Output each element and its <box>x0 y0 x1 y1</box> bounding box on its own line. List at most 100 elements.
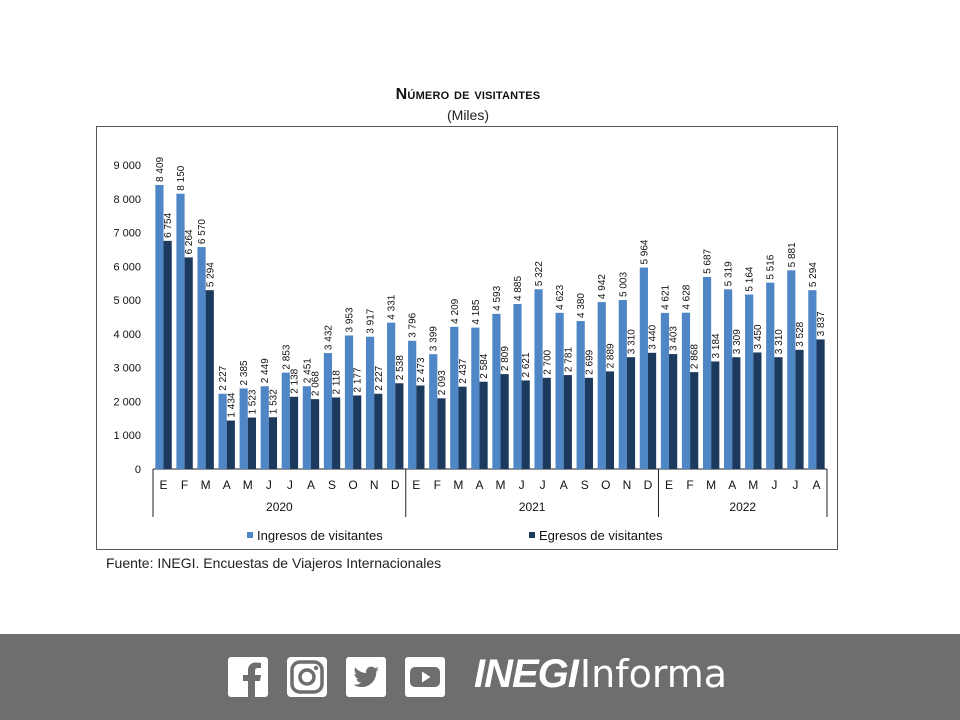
bar-egresos <box>310 399 320 469</box>
y-tick-label: 2 000 <box>113 396 141 408</box>
data-label-ingresos: 2 853 <box>281 344 292 369</box>
youtube-icon[interactable] <box>405 657 445 697</box>
bar-egresos <box>626 357 636 469</box>
chart-subtitle: (Miles) <box>447 107 489 123</box>
bar-egresos <box>521 380 530 469</box>
bar-ingresos <box>492 313 501 469</box>
data-label-egresos: 1 523 <box>247 389 258 414</box>
data-label-ingresos: 5 687 <box>703 248 714 273</box>
bar-egresos <box>647 352 657 469</box>
x-tick-label: J <box>540 478 546 492</box>
facebook-icon[interactable] <box>228 657 268 697</box>
data-label-egresos: 2 093 <box>437 370 448 395</box>
data-label-egresos: 2 138 <box>290 368 301 393</box>
data-label-ingresos: 4 621 <box>660 284 671 309</box>
instagram-icon[interactable] <box>287 657 327 697</box>
x-tick-label: O <box>601 478 610 492</box>
data-label-ingresos: 2 451 <box>302 358 313 383</box>
data-label-ingresos: 3 399 <box>429 326 440 351</box>
bar-ingresos <box>260 386 269 469</box>
year-label: 2021 <box>519 500 546 514</box>
bar-egresos <box>605 371 615 469</box>
data-label-ingresos: 3 953 <box>344 307 355 332</box>
y-tick-label: 0 <box>135 464 141 476</box>
data-label-ingresos: 5 964 <box>639 239 650 264</box>
bar-ingresos <box>387 322 396 469</box>
y-tick-label: 6 000 <box>113 261 141 273</box>
bar-egresos <box>395 383 404 469</box>
legend-swatch-ingresos <box>247 532 253 538</box>
bar-ingresos <box>660 312 670 469</box>
bar-ingresos <box>155 184 164 470</box>
data-label-egresos: 2 700 <box>542 349 553 374</box>
bar-ingresos <box>534 289 543 469</box>
data-label-egresos: 3 528 <box>795 321 806 346</box>
x-tick-label: A <box>307 478 315 492</box>
data-label-ingresos: 5 003 <box>618 272 629 297</box>
data-label-egresos: 3 837 <box>816 311 827 336</box>
bar-egresos <box>374 393 383 469</box>
bar-ingresos <box>745 294 754 469</box>
x-tick-label: A <box>475 478 483 492</box>
x-tick-label: D <box>391 478 400 492</box>
bar-egresos <box>479 381 488 469</box>
legend-label-ingresos: Ingresos de visitantes <box>257 528 383 543</box>
bar-egresos <box>774 357 783 469</box>
x-tick-label: M <box>496 478 506 492</box>
data-label-egresos: 2 699 <box>584 349 595 374</box>
y-tick-label: 5 000 <box>113 295 141 307</box>
y-tick-label: 9 000 <box>113 160 141 172</box>
data-label-ingresos: 2 449 <box>260 358 271 383</box>
x-tick-label: N <box>623 478 632 492</box>
year-label: 2020 <box>266 500 293 514</box>
data-label-ingresos: 5 516 <box>766 254 777 279</box>
data-label-egresos: 2 868 <box>690 344 701 369</box>
y-tick-label: 1 000 <box>113 430 141 442</box>
x-tick-label: S <box>581 478 589 492</box>
data-label-egresos: 2 473 <box>416 357 427 382</box>
data-label-egresos: 6 264 <box>184 229 195 254</box>
source-note: Fuente: INEGI. Encuestas de Viajeros Int… <box>106 555 442 571</box>
bar-egresos <box>795 349 804 469</box>
bar-egresos <box>353 395 362 469</box>
bar-ingresos <box>323 353 333 469</box>
data-label-ingresos: 5 881 <box>787 242 798 267</box>
data-label-egresos: 2 118 <box>332 370 343 395</box>
inegi-informa-logo: INEGI Informa <box>474 652 727 702</box>
bar-ingresos <box>766 282 775 469</box>
legend-label-egresos: Egresos de visitantes <box>539 528 663 543</box>
twitter-icon[interactable] <box>346 657 386 697</box>
data-label-ingresos: 3 796 <box>408 312 419 337</box>
data-label-ingresos: 4 185 <box>471 299 482 324</box>
bar-ingresos <box>471 327 480 469</box>
data-label-ingresos: 4 942 <box>597 274 608 299</box>
bar-egresos <box>732 357 741 469</box>
data-label-egresos: 5 294 <box>205 262 216 287</box>
bar-ingresos <box>429 354 438 469</box>
data-label-ingresos: 2 385 <box>239 360 250 385</box>
y-tick-label: 4 000 <box>113 329 141 341</box>
bar-egresos <box>690 372 699 469</box>
bar-egresos <box>268 417 278 469</box>
x-tick-label: A <box>812 478 820 492</box>
bar-ingresos <box>197 247 206 469</box>
bar-egresos <box>184 257 193 469</box>
bar-egresos <box>563 375 572 469</box>
data-label-ingresos: 4 209 <box>450 298 461 323</box>
data-label-ingresos: 3 432 <box>323 325 334 350</box>
x-tick-label: O <box>348 478 357 492</box>
bar-ingresos <box>281 372 290 469</box>
data-label-ingresos: 2 227 <box>218 365 229 390</box>
bar-ingresos <box>597 302 606 469</box>
bar-ingresos <box>239 388 248 469</box>
bar-ingresos <box>639 267 648 469</box>
data-label-ingresos: 5 164 <box>745 266 756 291</box>
bar-egresos <box>711 361 720 469</box>
x-tick-label: A <box>728 478 736 492</box>
x-tick-label: J <box>266 478 272 492</box>
bar-egresos <box>816 339 825 469</box>
bar-egresos <box>416 385 425 469</box>
data-label-egresos: 3 310 <box>627 329 638 354</box>
data-label-ingresos: 8 409 <box>155 156 166 181</box>
bar-egresos <box>669 354 678 469</box>
